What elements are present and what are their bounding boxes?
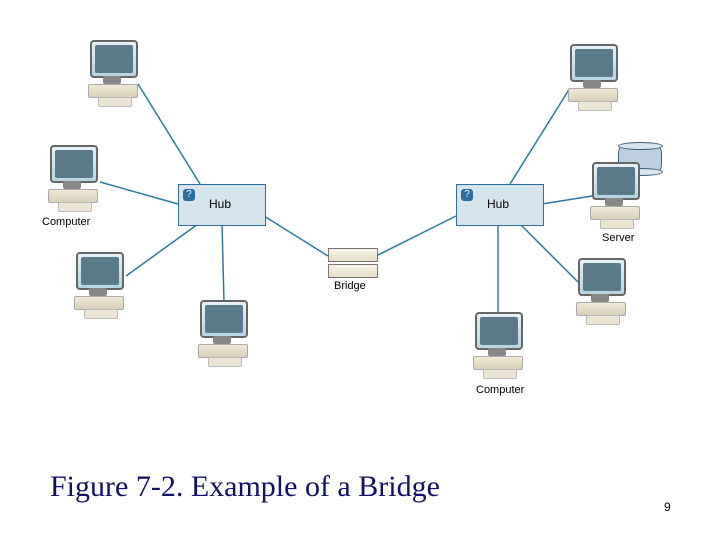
diagram-canvas: Computer Server Computer [0, 0, 720, 540]
label-computer-left: Computer [42, 216, 90, 228]
label-computer-right: Computer [476, 384, 524, 396]
page-number: 9 [664, 500, 671, 514]
figure-caption: Figure 7-2. Example of a Bridge [50, 470, 440, 504]
label-bridge: Bridge [334, 280, 366, 292]
hub-left-label: Hub [209, 197, 231, 211]
info-icon: ? [461, 189, 473, 201]
label-server: Server [602, 232, 634, 244]
info-icon: ? [183, 189, 195, 201]
bridge-device-bottom [328, 264, 378, 278]
bridge-device-top [328, 248, 378, 262]
hub-right-label: Hub [487, 197, 509, 211]
